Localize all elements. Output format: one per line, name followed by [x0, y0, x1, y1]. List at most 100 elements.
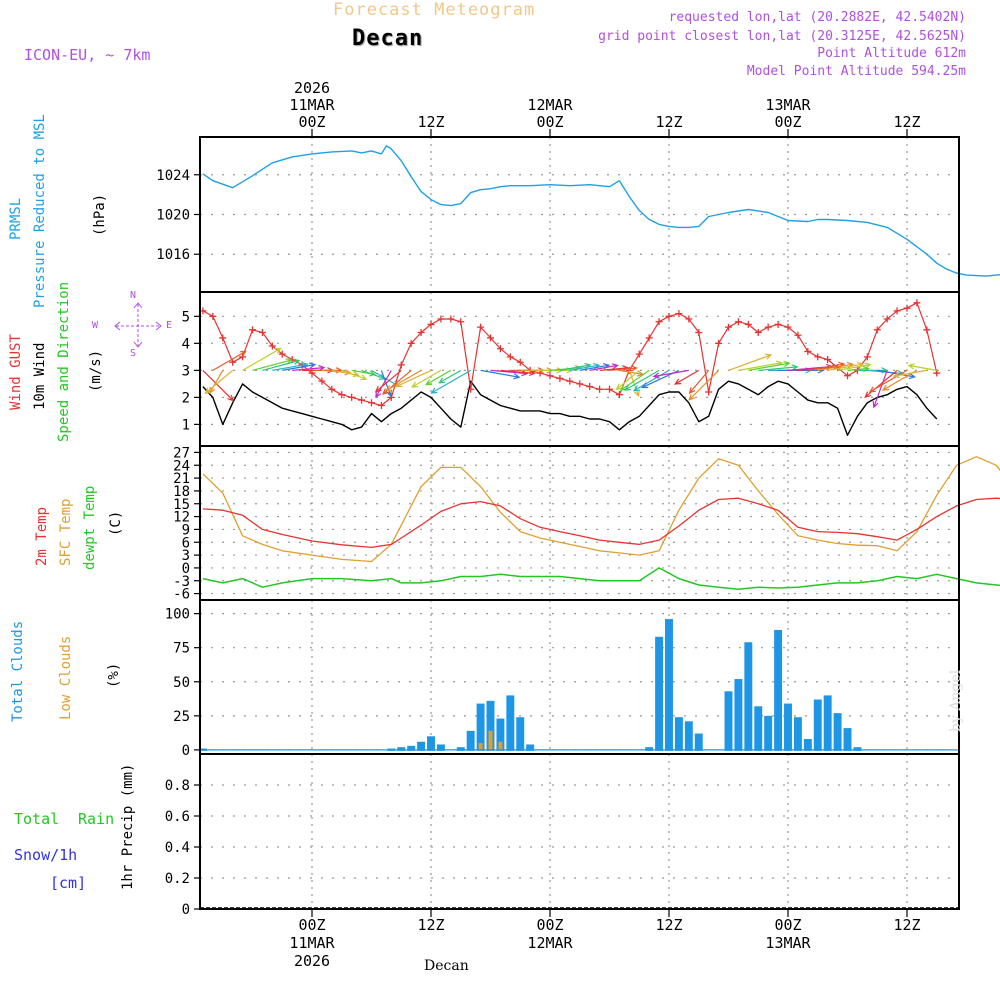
gust-marker: [556, 374, 564, 382]
low-cloud-bar: [478, 743, 483, 751]
top-date-label: 11MAR: [289, 96, 335, 114]
total-cloud-bar: [526, 744, 535, 751]
wind-direction-arrow: [632, 369, 670, 392]
total-cloud-bar: [684, 721, 693, 751]
ytick-label: 100: [165, 607, 190, 623]
text-layer: 10161020102412345-6-30369121518212427025…: [156, 79, 920, 970]
gust-marker: [427, 320, 435, 328]
wind-direction-arrow: [907, 363, 937, 371]
gust-marker: [219, 334, 227, 342]
ytick-label: 9: [182, 522, 190, 538]
wind-direction-arrow: [589, 363, 619, 371]
wind-direction-arrow: [282, 362, 317, 371]
bottom-12z-label: 12Z: [893, 916, 920, 934]
ytick-label: 5: [182, 309, 190, 325]
gust-marker: [873, 326, 881, 334]
gust-marker: [645, 334, 653, 342]
wind-direction-arrow: [758, 364, 799, 371]
tsfc-label: SFC Temp: [58, 498, 74, 566]
total-cloud-bar: [694, 733, 703, 751]
bottom-date-label: 00Z: [774, 916, 801, 934]
ytick-label: 1024: [156, 168, 190, 184]
bottom-date-label: 11MAR: [289, 934, 335, 952]
total-clouds-label: Total Clouds: [10, 620, 26, 722]
gust-marker: [397, 361, 405, 369]
pressure-line: [202, 145, 1000, 277]
wind-dir-label: Speed and Direction: [56, 281, 72, 442]
frame-layer: [194, 129, 960, 917]
precip-snow-label: Snow/1h: [14, 846, 78, 864]
ytick-label: 1016: [156, 247, 190, 263]
grid-layer: [200, 137, 959, 910]
total-cloud-bar: [417, 741, 426, 751]
wind-direction-arrow: [430, 369, 471, 394]
top-date-label: 13MAR: [765, 96, 811, 114]
wind-direction-arrow: [892, 369, 927, 379]
gust-marker: [516, 358, 524, 366]
gust-marker: [328, 385, 336, 393]
total-cloud-bar: [843, 728, 852, 751]
ytick-label: 0: [182, 902, 190, 918]
gust-marker: [377, 401, 385, 409]
total-cloud-bar: [774, 629, 783, 751]
temp-unit: (C): [108, 510, 124, 536]
ytick-label: 24: [173, 458, 190, 474]
low-cloud-bar: [488, 730, 493, 751]
bottom-date-label: 00Z: [536, 916, 563, 934]
wind-direction-arrow: [292, 364, 326, 372]
pressure-label-2: Pressure Reduced to MSL: [32, 114, 48, 308]
gust-marker: [239, 353, 247, 361]
wind-direction-arrow: [375, 370, 392, 399]
gust-marker: [715, 339, 723, 347]
gust-marker: [278, 350, 286, 358]
gust-marker: [675, 310, 683, 318]
data-layer: [199, 145, 1000, 909]
gust-marker: [249, 326, 256, 334]
wind-direction-arrow: [490, 369, 529, 377]
total-cloud-bar: [407, 745, 416, 751]
wind-direction-arrow: [688, 369, 720, 401]
wind-direction-arrow: [209, 370, 224, 395]
compass-arrows-icon: [114, 302, 162, 348]
bottom-date-label: 13MAR: [765, 934, 811, 952]
ytick-label: 0.4: [165, 840, 190, 856]
footer-station: Decan: [424, 958, 469, 974]
total-cloud-bar: [427, 736, 435, 751]
gust-marker: [933, 369, 941, 377]
panel-frame: [199, 136, 960, 293]
top-date-label: 00Z: [536, 113, 563, 131]
wind-direction-arrow: [384, 369, 422, 392]
total-cloud-bar: [803, 739, 812, 751]
total-cloud-bar: [476, 703, 485, 751]
total-cloud-bar: [764, 715, 773, 751]
total-cloud-bar: [456, 747, 465, 751]
total-cloud-bar: [655, 636, 664, 751]
wind-direction-arrow: [202, 369, 235, 402]
wind-direction-arrow: [868, 369, 908, 393]
wind-direction-arrow: [252, 358, 293, 371]
precip-axis-label: 1hr Precip (mm): [120, 763, 136, 890]
requested-coords: requested lon,lat (20.2882E, 42.5402N): [668, 10, 966, 25]
model-label: ICON-EU, ~ 7km: [24, 46, 151, 64]
total-cloud-bar: [486, 700, 495, 751]
subtitle: Forecast Meteogram: [333, 0, 536, 20]
top-12z-label: 12Z: [417, 113, 444, 131]
gust-marker: [913, 299, 921, 307]
bottom-12z-label: 12Z: [417, 916, 444, 934]
gust-marker: [635, 350, 643, 358]
gust-marker: [784, 323, 792, 331]
gust-marker: [734, 318, 742, 326]
wind-unit: (m/s): [88, 349, 104, 392]
total-cloud-bar: [724, 691, 733, 751]
gust-marker: [844, 372, 851, 380]
compass-n: N: [130, 290, 137, 301]
t2m-label: 2m Temp: [34, 506, 50, 566]
total-cloud-bar: [665, 619, 673, 751]
precip-snow-unit: [cm]: [50, 874, 87, 892]
ytick-label: 4: [182, 336, 190, 352]
clouds-unit: (%): [106, 662, 122, 688]
pressure-label-1: PRMSL: [8, 197, 24, 240]
t2m-line: [202, 497, 1000, 549]
gust-marker: [725, 323, 732, 331]
precip-total-label: Total: [14, 810, 60, 828]
